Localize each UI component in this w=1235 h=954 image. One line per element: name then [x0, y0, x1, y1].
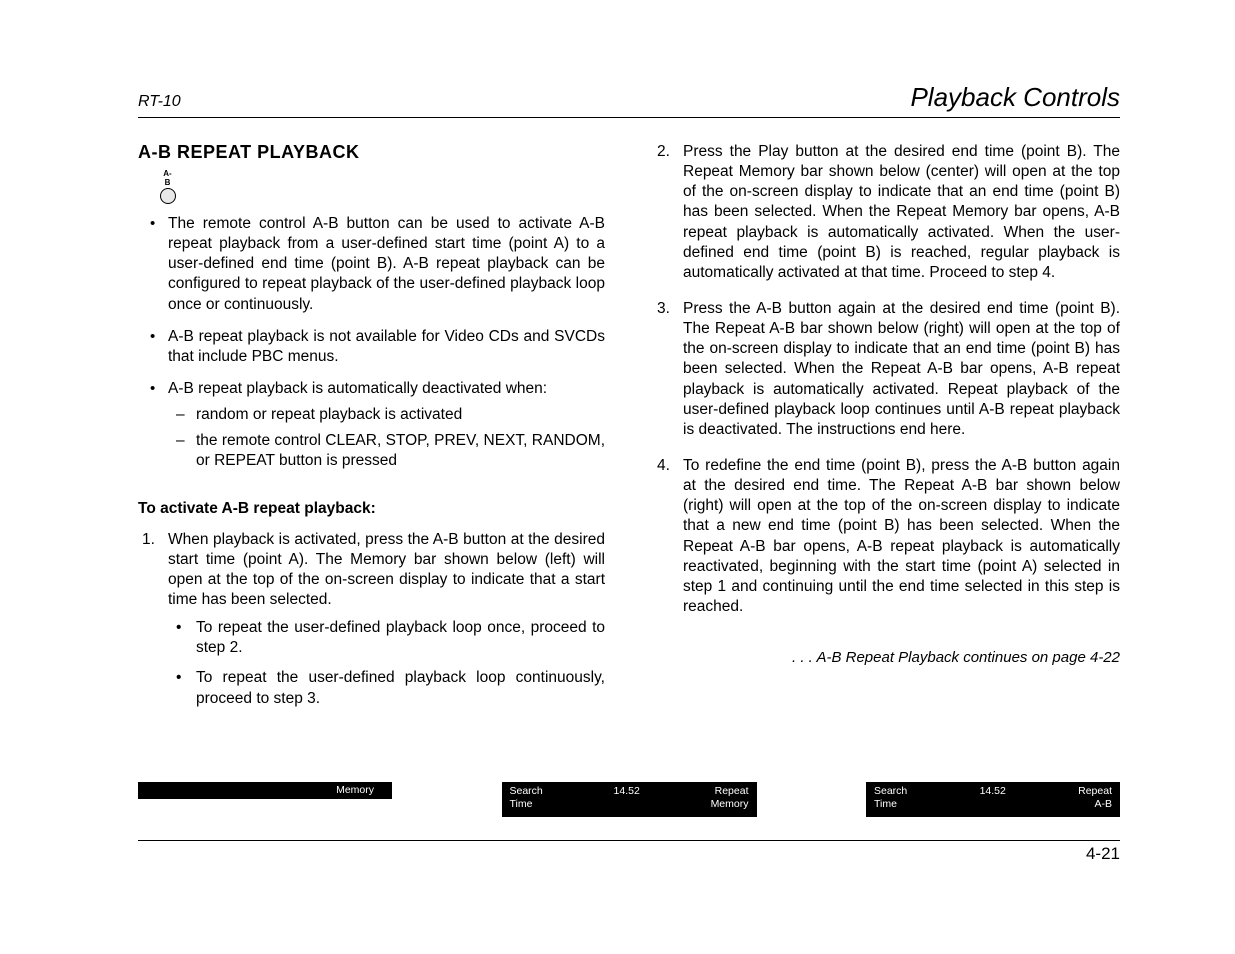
dash-item: the remote control CLEAR, STOP, PREV, NE…	[168, 431, 605, 471]
header-section-title: Playback Controls	[910, 82, 1120, 113]
bar-label: A-B	[1094, 798, 1112, 811]
bullet-item: A-B repeat playback is automatically dea…	[138, 379, 605, 472]
section-title: A-B REPEAT PLAYBACK	[138, 142, 605, 163]
bar-time: 14.52	[980, 785, 1006, 798]
continuation-note: . . . A-B Repeat Playback continues on p…	[653, 649, 1120, 666]
step-item: 3. Press the A-B button again at the des…	[653, 299, 1120, 440]
ab-button-label: A-B	[158, 169, 174, 187]
step-marker: 4.	[657, 456, 670, 476]
step-text: To redefine the end time (point B), pres…	[683, 457, 1120, 615]
step-text: Press the Play button at the desired end…	[683, 143, 1120, 281]
bullet-text: A-B repeat playback is automatically dea…	[168, 380, 547, 397]
repeat-ab-bar: Search Time 14.52 Repeat A-B	[866, 782, 1120, 817]
procedure-heading: To activate A-B repeat playback:	[138, 500, 605, 518]
osd-bars-row: Memory Search Time 14.52 Repeat Memory S…	[138, 782, 1120, 817]
footer-rule	[138, 840, 1120, 841]
circle-icon	[160, 188, 176, 204]
page-number: 4-21	[1086, 844, 1120, 864]
step-item: 1. When playback is activated, press the…	[138, 530, 605, 709]
page-header: RT-10 Playback Controls	[138, 82, 1120, 118]
memory-bar: Memory	[138, 782, 392, 799]
ab-button-icon: A-B	[158, 169, 605, 204]
bar-label: Memory	[711, 798, 749, 811]
bullet-item: The remote control A-B button can be use…	[138, 214, 605, 315]
bar-label: Repeat	[715, 785, 749, 798]
left-column: A-B REPEAT PLAYBACK A-B The remote contr…	[138, 142, 605, 725]
step-item: 4. To redefine the end time (point B), p…	[653, 456, 1120, 617]
bar-label: Search	[874, 785, 907, 798]
step-text: Press the A-B button again at the desire…	[683, 300, 1120, 438]
step-marker: 3.	[657, 299, 670, 319]
step-item: 2. Press the Play button at the desired …	[653, 142, 1120, 283]
bar-label: Time	[510, 798, 543, 811]
dash-item: random or repeat playback is activated	[168, 405, 605, 425]
repeat-memory-bar: Search Time 14.52 Repeat Memory	[502, 782, 757, 817]
sub-bullet-item: To repeat the user-defined playback loop…	[168, 618, 605, 658]
bar-label: Memory	[336, 784, 374, 797]
bullet-item: A-B repeat playback is not available for…	[138, 327, 605, 367]
bar-time: 14.52	[614, 785, 640, 798]
bar-label: Repeat	[1078, 785, 1112, 798]
step-marker: 1.	[142, 530, 155, 550]
right-column: 2. Press the Play button at the desired …	[653, 142, 1120, 725]
step-marker: 2.	[657, 142, 670, 162]
bar-label: Search	[510, 785, 543, 798]
bar-label: Time	[874, 798, 907, 811]
step-text: When playback is activated, press the A-…	[168, 531, 605, 608]
sub-bullet-item: To repeat the user-defined playback loop…	[168, 668, 605, 708]
header-model: RT-10	[138, 93, 181, 111]
